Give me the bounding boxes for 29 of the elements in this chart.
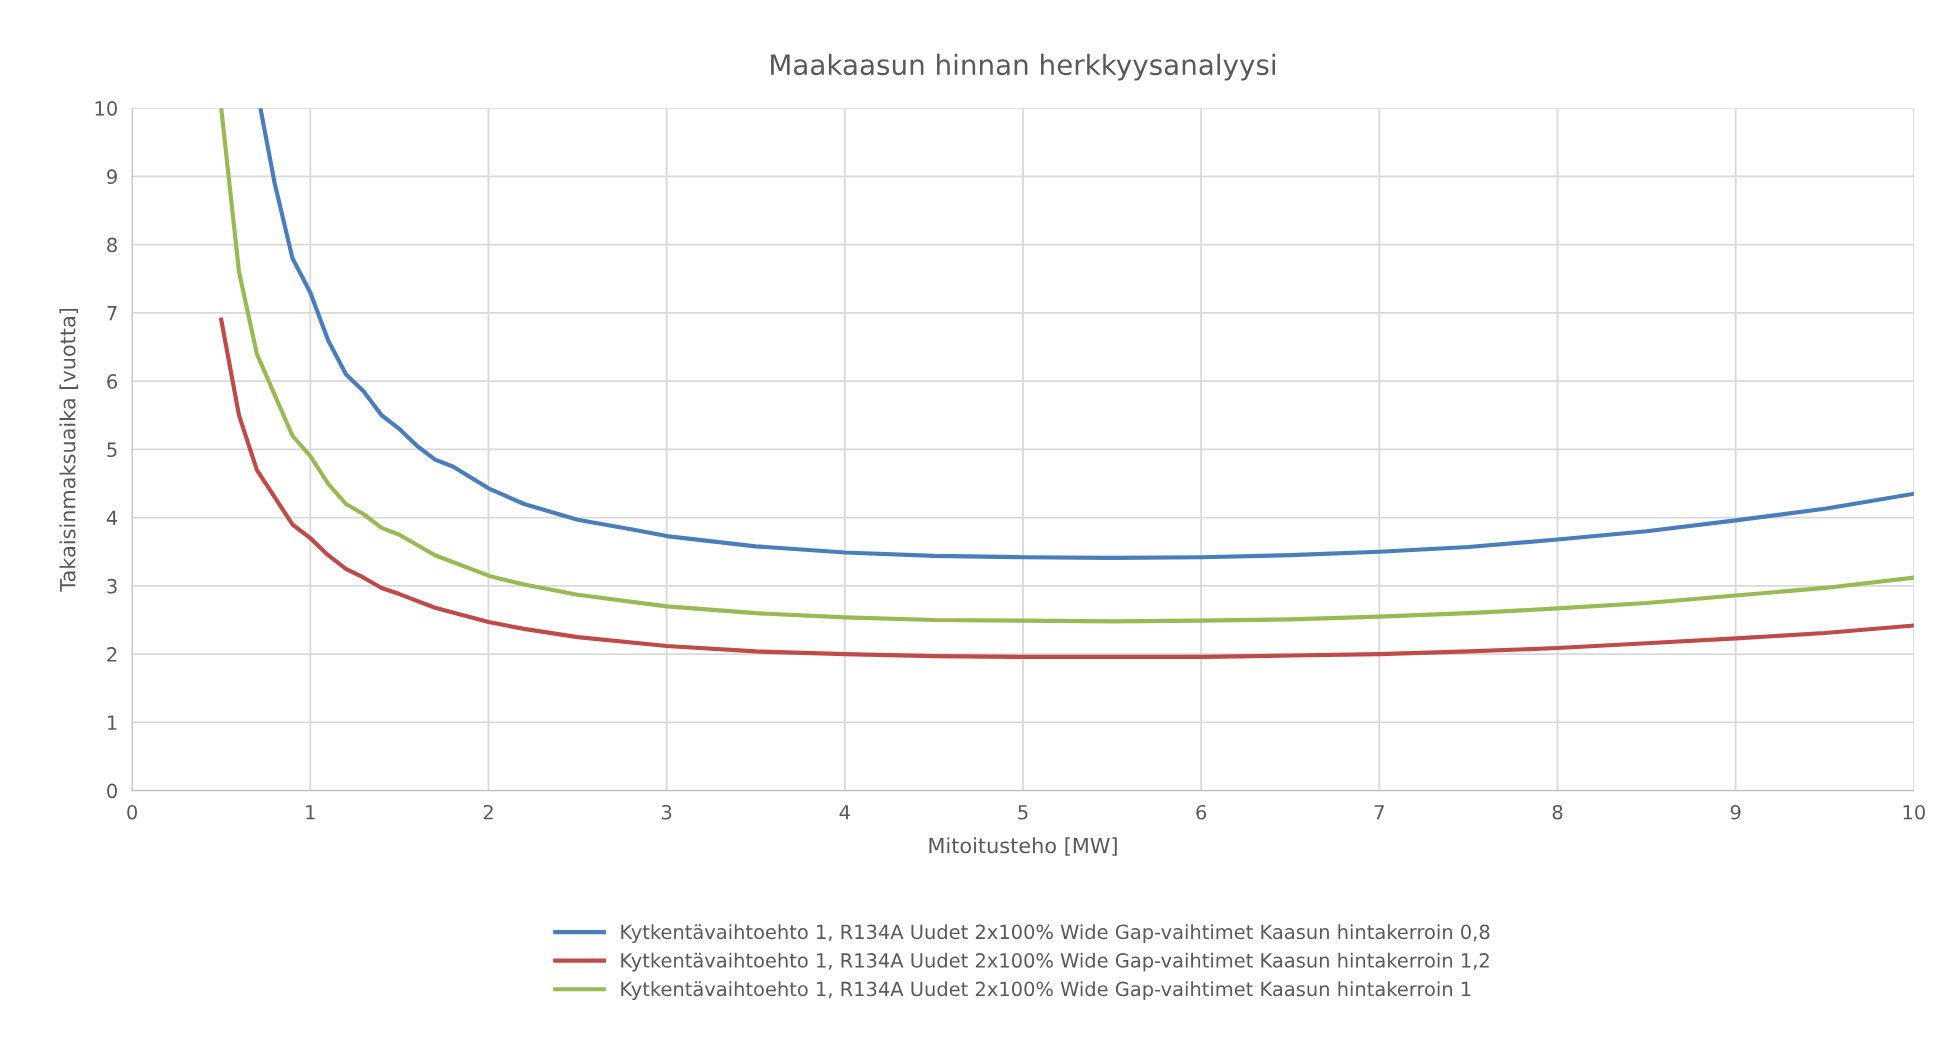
y-tick-label: 3 — [107, 578, 117, 594]
y-tick-label: 5 — [107, 442, 117, 458]
x-tick-label: 0 — [127, 804, 138, 820]
y-tick-label: 2 — [107, 647, 117, 662]
x-axis-title: Mitoitusteho [MW] — [929, 837, 1117, 856]
legend-label: Kytkentävaihtoehto 1, R134A Uudet 2x100% Wide Gap-vaihtimet Kaasun hintakerroin 1,2 — [621, 952, 1489, 972]
legend-label: Kytkentävaihtoehto 1, R134A Uudet 2x100% Wide Gap-vaihtimet Kaasun hintakerroin 1 — [621, 981, 1471, 1001]
y-tick-label: 9 — [107, 169, 117, 185]
x-tick-label: 9 — [1730, 804, 1741, 820]
y-tick-label: 6 — [107, 374, 118, 389]
y-axis-title: Takaisinmaksuaika [vuotta] — [59, 308, 79, 592]
x-tick-label: 1 — [306, 805, 315, 820]
x-tick-label: 10 — [1903, 804, 1925, 820]
x-tick-label: 5 — [1018, 805, 1028, 820]
y-tick-label: 1 — [108, 715, 117, 730]
y-tick-label: 0 — [107, 783, 117, 799]
y-tick-label: 4 — [106, 510, 118, 526]
x-tick-label: 7 — [1374, 805, 1384, 820]
x-tick-label: 2 — [483, 804, 493, 820]
x-tick-label: 4 — [839, 805, 850, 820]
y-tick-label: 7 — [107, 306, 117, 321]
y-tick-label: 8 — [107, 237, 117, 253]
chart-title: Maakaasun hinnan herkkyysanalyysi — [771, 53, 1275, 81]
y-tick-label: 10 — [95, 101, 117, 116]
x-tick-label: 8 — [1552, 804, 1563, 820]
line-series — [219, 317, 1914, 659]
x-tick-label: 3 — [661, 804, 672, 820]
x-tick-label: 6 — [1196, 804, 1207, 820]
legend-label: Kytkentävaihtoehto 1, R134A Uudet 2x100% Wide Gap-vaihtimet Kaasun hintakerroin 0,8 — [621, 924, 1490, 943]
